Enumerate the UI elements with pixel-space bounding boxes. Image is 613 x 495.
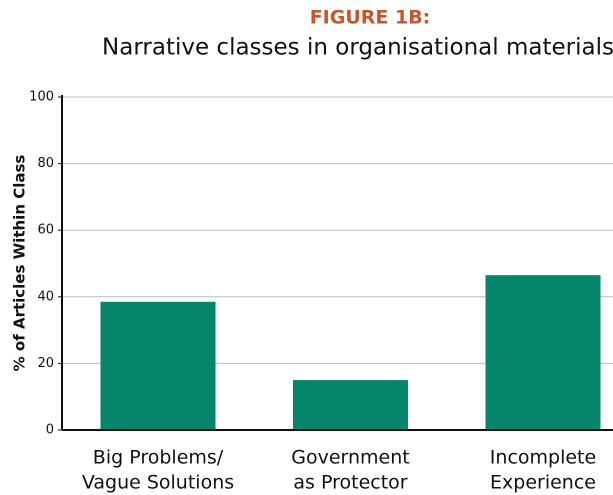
x-tick-label: Vague Solutions bbox=[82, 472, 234, 494]
bar bbox=[293, 380, 408, 430]
y-tick-label: 60 bbox=[37, 223, 54, 238]
y-axis-label: % of Articles Within Class bbox=[11, 155, 29, 372]
bar bbox=[100, 301, 216, 430]
x-tick-label: as Protector bbox=[293, 472, 407, 494]
bar bbox=[485, 275, 601, 430]
y-tick-label: 0 bbox=[46, 423, 54, 438]
chart-subtitle: Narrative classes in organisational mate… bbox=[102, 35, 613, 61]
y-tick-label: 40 bbox=[37, 289, 54, 304]
y-tick-label: 20 bbox=[37, 356, 54, 371]
y-tick-label: 100 bbox=[29, 90, 54, 105]
x-tick-label: Incomplete bbox=[490, 447, 596, 469]
x-tick-label: Experience bbox=[490, 472, 596, 494]
x-tick-label: Government bbox=[291, 447, 410, 469]
y-tick-label: 80 bbox=[37, 156, 54, 171]
x-tick-label: Big Problems/ bbox=[93, 447, 224, 469]
chart-title: FIGURE 1B: bbox=[310, 7, 431, 29]
